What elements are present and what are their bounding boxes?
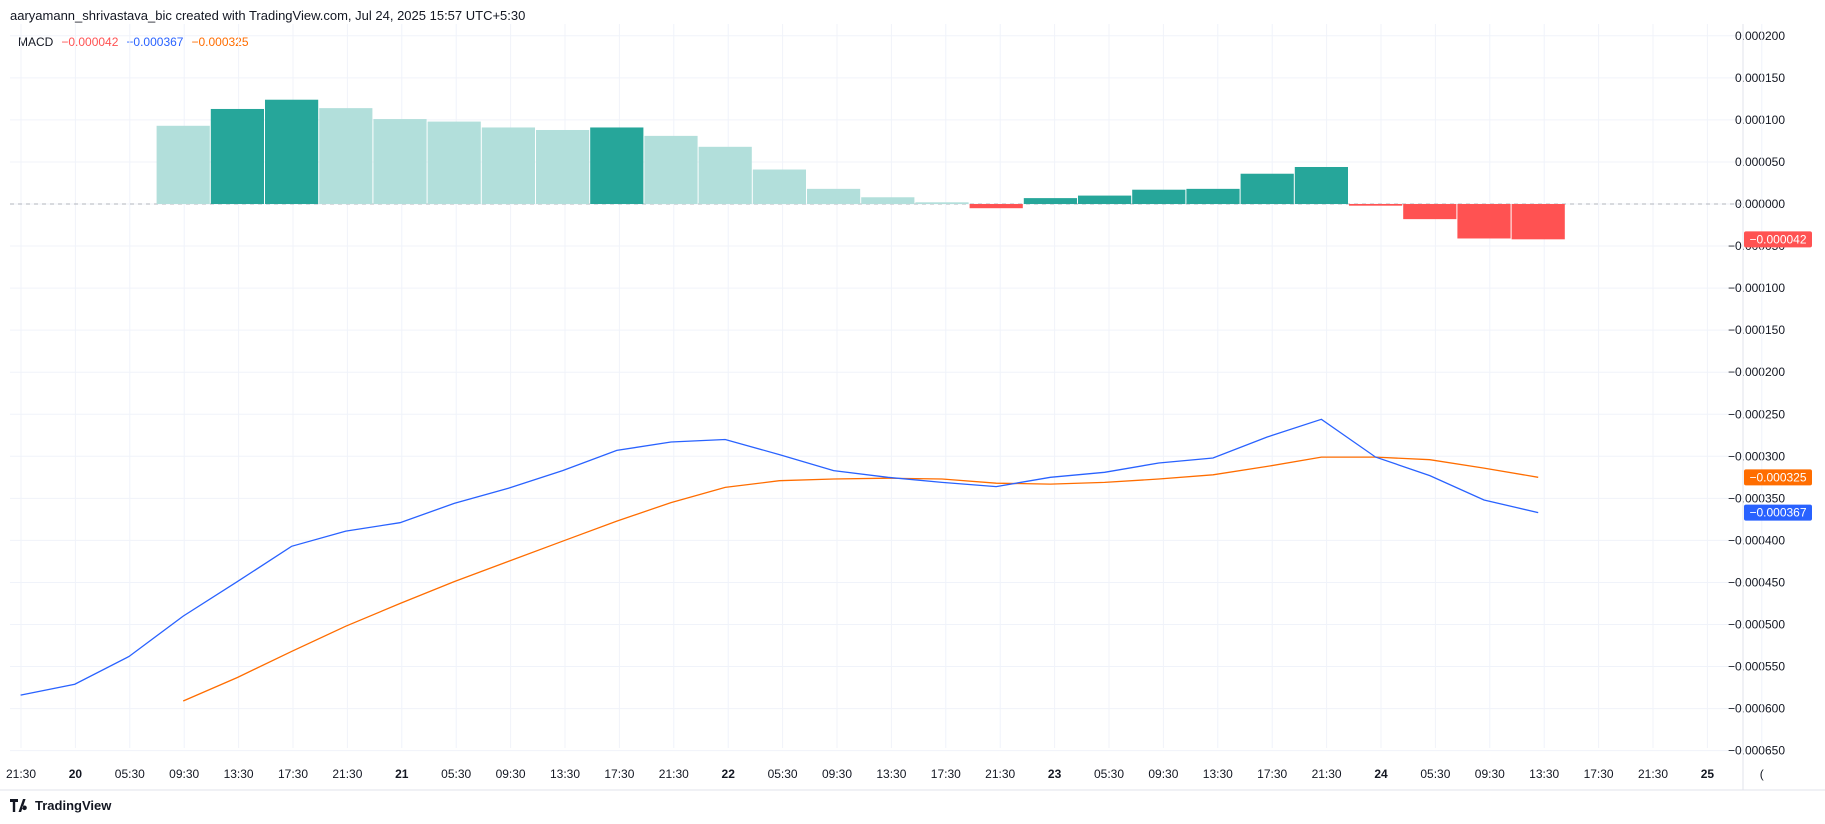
y-tick-label: −0.000550: [1728, 660, 1785, 674]
x-tick-label: 13:30: [876, 767, 906, 781]
x-tick-label: 13:30: [1203, 767, 1233, 781]
histogram-bar: [1240, 173, 1294, 204]
y-tick-label: −0.000200: [1728, 365, 1785, 379]
y-tick-label: 0.000050: [1735, 155, 1785, 169]
x-tick-label: 13:30: [224, 767, 254, 781]
histogram-bar: [969, 204, 1023, 209]
x-tick-label: (: [1760, 767, 1764, 781]
histogram-bar: [752, 169, 806, 204]
x-tick-label: 09:30: [822, 767, 852, 781]
tradingview-brand-text: TradingView: [35, 798, 112, 813]
x-tick-label: 09:30: [1148, 767, 1178, 781]
histogram-bar: [1457, 204, 1511, 239]
histogram-bar: [1132, 189, 1186, 204]
histogram-bar: [698, 146, 752, 204]
histogram-bar: [1511, 204, 1565, 240]
histogram-bar: [1186, 188, 1240, 204]
chart-attribution: aaryamann_shrivastava_bic created with T…: [10, 8, 526, 23]
y-tick-label: 0.000000: [1735, 197, 1785, 211]
y-tick-label: −0.000400: [1728, 533, 1785, 547]
macd-line: [20, 418, 1539, 696]
x-tick-label: 17:30: [931, 767, 961, 781]
legend-indicator-name: MACD: [18, 35, 54, 49]
x-tick-label: 09:30: [496, 767, 526, 781]
x-tick-label: 21:30: [332, 767, 362, 781]
y-tick-label: −0.000350: [1728, 491, 1785, 505]
x-tick-label: 22: [722, 767, 736, 781]
y-tick-label: 0.000150: [1735, 71, 1785, 85]
x-tick-label: 17:30: [1584, 767, 1614, 781]
x-tick-label: 21:30: [1638, 767, 1668, 781]
signal-line: [182, 456, 1539, 702]
x-tick-label: 05:30: [115, 767, 145, 781]
y-tick-label: 0.000200: [1735, 29, 1785, 43]
legend-macd-value: −0.000367: [126, 35, 184, 49]
histogram-bar: [807, 188, 861, 204]
price-axis-label-bg: [1744, 231, 1812, 248]
y-tick-label: −0.000650: [1728, 744, 1785, 758]
x-tick-label: 21:30: [985, 767, 1015, 781]
x-tick-label: 21: [395, 767, 409, 781]
histogram-bar: [481, 127, 535, 204]
price-axis-label-bg: [1744, 504, 1812, 521]
y-tick-label: −0.000450: [1728, 575, 1785, 589]
histogram-bar: [319, 108, 373, 204]
y-tick-label: −0.000300: [1728, 449, 1785, 463]
histogram-bar: [210, 108, 264, 204]
x-tick-label: 20: [69, 767, 83, 781]
x-tick-label: 05:30: [1094, 767, 1124, 781]
x-tick-label: 21:30: [1312, 767, 1342, 781]
x-tick-label: 05:30: [768, 767, 798, 781]
histogram-bar: [373, 119, 427, 204]
price-axis-label: −0.000042: [1749, 232, 1806, 246]
histogram-bar: [265, 99, 319, 204]
legend-signal-value: −0.000325: [191, 35, 249, 49]
x-tick-label: 21:30: [6, 767, 36, 781]
x-tick-label: 25: [1701, 767, 1715, 781]
histogram-bar: [1294, 166, 1348, 204]
x-tick-label: 13:30: [1529, 767, 1559, 781]
y-tick-label: −0.000600: [1728, 702, 1785, 716]
histogram-bar: [156, 125, 210, 204]
y-tick-label: 0.000100: [1735, 113, 1785, 127]
tradingview-logo-icon: [10, 799, 27, 812]
x-tick-label: 09:30: [1475, 767, 1505, 781]
price-axis-label: −0.000325: [1749, 470, 1806, 484]
y-tick-label: −0.000250: [1728, 407, 1785, 421]
histogram-bar: [427, 121, 481, 204]
histogram-bar: [590, 127, 644, 204]
histogram-bar: [644, 135, 698, 204]
x-tick-label: 21:30: [659, 767, 689, 781]
histogram-bar: [536, 129, 590, 204]
histogram-bar: [1078, 195, 1132, 204]
tradingview-branding: TradingView: [10, 798, 111, 813]
x-tick-label: 13:30: [550, 767, 580, 781]
price-axis-label: −0.000367: [1749, 506, 1806, 520]
histogram-bar: [1349, 204, 1403, 206]
histogram-bar: [861, 197, 915, 204]
y-tick-label: −0.000500: [1728, 618, 1785, 632]
price-axis-label-bg: [1744, 469, 1812, 486]
histogram-bar: [915, 202, 969, 204]
x-tick-label: 17:30: [604, 767, 634, 781]
x-tick-label: 05:30: [441, 767, 471, 781]
x-tick-label: 23: [1048, 767, 1062, 781]
x-tick-label: 05:30: [1420, 767, 1450, 781]
x-tick-label: 17:30: [1257, 767, 1287, 781]
histogram-bar: [1023, 198, 1077, 204]
histogram-bar: [1403, 204, 1457, 220]
y-tick-label: −0.000150: [1728, 323, 1785, 337]
x-tick-label: 17:30: [278, 767, 308, 781]
x-tick-label: 09:30: [169, 767, 199, 781]
x-tick-label: 24: [1374, 767, 1388, 781]
y-tick-label: −0.000100: [1728, 281, 1785, 295]
